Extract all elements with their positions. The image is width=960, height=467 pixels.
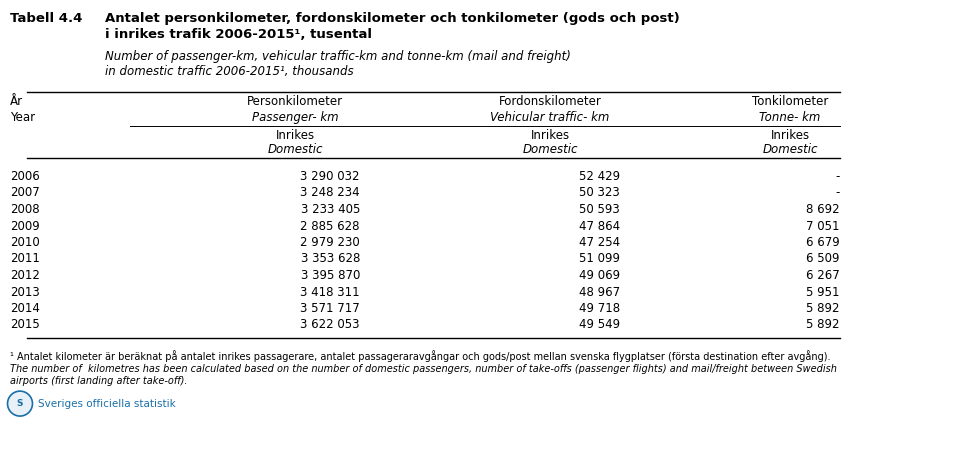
Text: 50 323: 50 323 — [579, 186, 620, 199]
Text: airports (first landing after take-off).: airports (first landing after take-off). — [10, 376, 187, 386]
Text: Domestic: Domestic — [762, 143, 818, 156]
Text: 2008: 2008 — [10, 203, 39, 216]
Text: Inrikes: Inrikes — [276, 129, 315, 142]
Text: Sveriges officiella statistik: Sveriges officiella statistik — [38, 399, 176, 409]
Text: 2011: 2011 — [10, 253, 40, 266]
Text: 2014: 2014 — [10, 302, 40, 315]
Text: 5 892: 5 892 — [806, 302, 840, 315]
Text: 2009: 2009 — [10, 219, 39, 233]
Text: Tabell 4.4: Tabell 4.4 — [10, 12, 83, 25]
Text: Personkilometer: Personkilometer — [247, 95, 343, 108]
Text: 2012: 2012 — [10, 269, 40, 282]
Text: Tonkilometer: Tonkilometer — [752, 95, 828, 108]
Text: in domestic traffic 2006-2015¹, thousands: in domestic traffic 2006-2015¹, thousand… — [105, 65, 353, 78]
Text: Fordonskilometer: Fordonskilometer — [498, 95, 601, 108]
Text: 5 951: 5 951 — [806, 285, 840, 298]
Text: -: - — [835, 186, 840, 199]
Text: 3 290 032: 3 290 032 — [300, 170, 360, 183]
Text: 3 353 628: 3 353 628 — [300, 253, 360, 266]
Text: Antalet personkilometer, fordonskilometer och tonkilometer (gods och post): Antalet personkilometer, fordonskilomete… — [105, 12, 680, 25]
Text: ¹ Antalet kilometer är beräknat på antalet inrikes passagerare, antalet passager: ¹ Antalet kilometer är beräknat på antal… — [10, 350, 830, 362]
Text: 2010: 2010 — [10, 236, 39, 249]
Text: Vehicular traffic- km: Vehicular traffic- km — [491, 111, 610, 124]
Text: 3 395 870: 3 395 870 — [300, 269, 360, 282]
Text: 2 979 230: 2 979 230 — [300, 236, 360, 249]
Text: Year: Year — [10, 111, 36, 124]
Text: Domestic: Domestic — [522, 143, 578, 156]
Text: Tonne- km: Tonne- km — [759, 111, 821, 124]
Text: 3 622 053: 3 622 053 — [300, 318, 360, 332]
Text: 2006: 2006 — [10, 170, 39, 183]
Text: -: - — [835, 170, 840, 183]
Text: 2007: 2007 — [10, 186, 39, 199]
Text: 3 233 405: 3 233 405 — [300, 203, 360, 216]
Ellipse shape — [8, 391, 33, 416]
Text: The number of  kilometres has been calculated based on the number of domestic pa: The number of kilometres has been calcul… — [10, 364, 837, 374]
Text: 49 069: 49 069 — [579, 269, 620, 282]
Text: 51 099: 51 099 — [579, 253, 620, 266]
Text: 49 549: 49 549 — [579, 318, 620, 332]
Text: Domestic: Domestic — [267, 143, 323, 156]
Text: 5 892: 5 892 — [806, 318, 840, 332]
Text: 3 248 234: 3 248 234 — [300, 186, 360, 199]
Text: 6 509: 6 509 — [806, 253, 840, 266]
Text: 2015: 2015 — [10, 318, 39, 332]
Text: 47 254: 47 254 — [579, 236, 620, 249]
Text: Inrikes: Inrikes — [771, 129, 809, 142]
Text: Number of passenger-km, vehicular traffic-km and tonne-km (mail and freight): Number of passenger-km, vehicular traffi… — [105, 50, 571, 63]
Text: Inrikes: Inrikes — [531, 129, 569, 142]
Text: 3 418 311: 3 418 311 — [300, 285, 360, 298]
Text: 49 718: 49 718 — [579, 302, 620, 315]
Text: 47 864: 47 864 — [579, 219, 620, 233]
Text: 2013: 2013 — [10, 285, 39, 298]
Text: i inrikes trafik 2006-2015¹, tusental: i inrikes trafik 2006-2015¹, tusental — [105, 28, 372, 41]
Text: 8 692: 8 692 — [806, 203, 840, 216]
Text: 52 429: 52 429 — [579, 170, 620, 183]
Text: År: År — [10, 95, 23, 108]
Text: 48 967: 48 967 — [579, 285, 620, 298]
Text: 6 267: 6 267 — [806, 269, 840, 282]
Text: 7 051: 7 051 — [806, 219, 840, 233]
Text: S: S — [16, 399, 23, 408]
Text: 3 571 717: 3 571 717 — [300, 302, 360, 315]
Text: 50 593: 50 593 — [579, 203, 620, 216]
Text: 2 885 628: 2 885 628 — [300, 219, 360, 233]
Text: Passenger- km: Passenger- km — [252, 111, 338, 124]
Text: 6 679: 6 679 — [806, 236, 840, 249]
